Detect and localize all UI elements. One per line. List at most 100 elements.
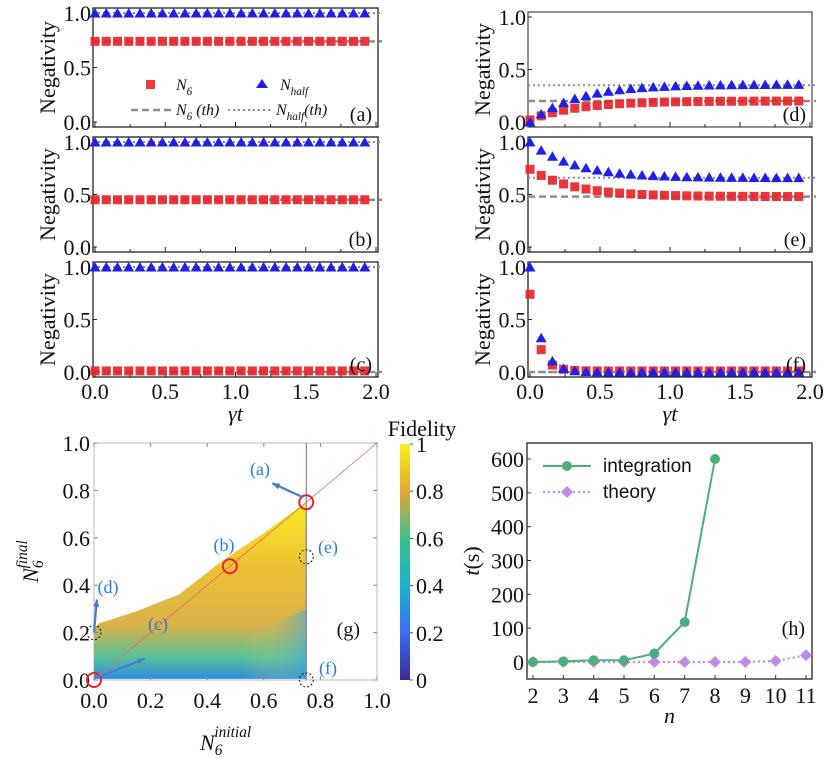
n6-point [559, 179, 569, 189]
nhalf-point [759, 79, 771, 89]
colorbar-tick-label: 1 [416, 432, 427, 457]
x-tick-label: 11 [795, 683, 816, 708]
annotation-c: (c) [148, 614, 168, 635]
y-tick-label: 0.0 [499, 235, 527, 260]
nhalf-point [134, 8, 146, 18]
nhalf-point [190, 262, 202, 272]
nhalf-point [714, 367, 726, 377]
nhalf-point [524, 262, 536, 272]
n6-point [659, 190, 669, 200]
nhalf-point [692, 171, 704, 182]
n6-point [315, 366, 325, 376]
y-tick-label: 1.0 [64, 255, 92, 280]
x-tick-label: 9 [740, 683, 751, 708]
nhalf-point [336, 8, 348, 18]
nhalf-point [546, 102, 558, 113]
n6-point [90, 195, 100, 205]
plot-frame [92, 136, 379, 253]
nhalf-point [258, 8, 270, 18]
n6-point [794, 96, 804, 106]
n6-point [292, 195, 302, 205]
theory-point [769, 654, 782, 667]
y-axis-label: Negativity [35, 148, 60, 241]
nhalf-point [748, 172, 760, 182]
y-tick-label: 0.2 [63, 621, 91, 646]
nhalf-point [348, 262, 360, 272]
y-tick-label: 0.0 [499, 110, 527, 135]
n6-point [715, 96, 725, 106]
n6-point [536, 170, 546, 180]
nhalf-point [235, 137, 247, 147]
nhalf-point [625, 169, 637, 179]
n6-point [281, 195, 291, 205]
n6-point [360, 36, 370, 46]
y-tick-label: 100 [491, 616, 524, 641]
panel-label: (a) [350, 104, 372, 126]
n6-point [315, 195, 325, 205]
nhalf-point [591, 165, 603, 175]
nhalf-point [336, 262, 348, 272]
n6-point [101, 195, 111, 205]
nhalf-point [123, 262, 135, 272]
marker-f [298, 672, 314, 688]
n6-point [727, 96, 737, 106]
y-tick-label: 1.0 [499, 255, 527, 280]
colorbar-tick-label: 0.8 [416, 479, 444, 504]
n6-point [247, 36, 257, 46]
y-tick-label: 0.0 [64, 235, 92, 260]
n6-point [225, 36, 235, 46]
n6-point [693, 97, 703, 107]
nhalf-point [213, 262, 225, 272]
n6-point [570, 182, 580, 192]
n6-point [112, 36, 122, 46]
nhalf-point [179, 137, 191, 147]
n6-point [225, 195, 235, 205]
nhalf-point [681, 171, 693, 182]
n6-point [180, 36, 190, 46]
n6-point [270, 366, 280, 376]
integration-point [588, 655, 599, 666]
nhalf-point [681, 80, 693, 91]
nhalf-point [692, 367, 704, 377]
colorbar [400, 444, 410, 680]
x-axis-label: γt [663, 401, 679, 426]
y-tick-label: 0.5 [64, 183, 92, 208]
nhalf-point [156, 137, 168, 147]
plot-frame [92, 261, 379, 378]
panel-label: (c) [350, 354, 372, 376]
nhalf-point [759, 367, 771, 377]
panel-h: 0 100 200 300 400 500 600 2 3 4 5 6 7 8 9 10 11 n t(s) inte… [459, 442, 817, 728]
nhalf-point [258, 262, 270, 272]
n6-point [360, 366, 370, 376]
x-tick-label: 0.0 [80, 688, 108, 713]
n6-point [214, 36, 224, 46]
legend-n6-th-label: N6 (th) [175, 102, 219, 123]
panel-g: 0.0 0.2 0.4 0.6 0.8 1.0 0.0 0.2 0.4 0.6 0.8 1.0 N6fi… [14, 416, 456, 713]
y-tick-label: 0.5 [64, 308, 92, 333]
x-tick-label: 2.0 [362, 379, 390, 404]
nhalf-point [681, 366, 693, 377]
nhalf-point [201, 262, 213, 272]
nhalf-point [535, 145, 547, 155]
x-tick-label: 6 [649, 683, 660, 708]
marker-e [298, 549, 314, 565]
n6-point [315, 36, 325, 46]
n6-point [603, 187, 613, 197]
legend-nhalf-label: Nhalf [279, 77, 310, 98]
x-tick-label: 7 [679, 683, 690, 708]
n6-point [191, 36, 201, 46]
n6-point [525, 164, 535, 174]
nhalf-point [770, 367, 782, 377]
n6-point [157, 366, 167, 376]
n6-point [191, 195, 201, 205]
y-axis-label: t(s) [459, 546, 484, 575]
n6-point [135, 366, 145, 376]
y-tick-label: 0.0 [499, 360, 527, 385]
theory-point [678, 656, 691, 668]
nhalf-point [759, 172, 771, 183]
n6-point [169, 195, 179, 205]
nhalf-point [782, 367, 794, 377]
x-tick-label: 4 [588, 683, 599, 708]
nhalf-point [291, 8, 303, 18]
